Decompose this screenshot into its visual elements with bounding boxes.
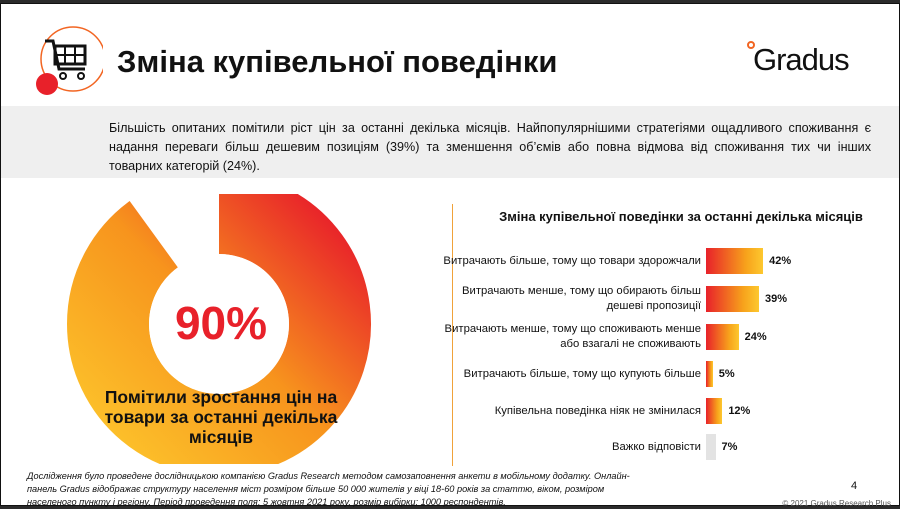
bar [706,286,760,312]
slide: Зміна купівельної поведінки Gradus Більш… [0,3,900,508]
bar [706,361,713,387]
bar-value: 39% [765,293,788,305]
gradus-logo: Gradus [747,41,850,78]
donut-value: 90% [174,297,268,349]
bar-row: Витрачають більше, тому що товари здорож… [441,241,900,281]
bar [706,434,716,460]
copyright: © 2021 Gradus Research Plus [782,499,891,508]
bar-label: Витрачають більше, тому що товари здорож… [443,254,701,267]
summary-text: Більшість опитаних помітили ріст цін за … [1,106,899,178]
bar-row: Витрачають менше, тому що обирають більш… [441,279,900,319]
bar [706,248,764,274]
bar-label: Важко відповісти [611,440,701,453]
bar-row: Важко відповісти 7% [441,427,900,467]
bar [706,324,739,350]
bar-label: Витрачають менше, тому що обирають більш… [461,285,701,312]
bar-row: Витрачають більше, тому що купують більш… [441,354,900,394]
bar-row: Витрачають менше, тому що споживають мен… [441,317,900,357]
donut-chart [67,194,371,464]
bar [706,398,723,424]
chart-title: Зміна купівельної поведінки за останні д… [499,209,863,224]
bar-value: 12% [728,405,751,417]
bar-value: 5% [718,368,735,380]
page-number: 4 [851,480,858,492]
footnote: Дослідження було проведене дослідницькою… [27,471,630,507]
bar-value: 24% [744,331,767,343]
shopping-cart-icon [36,26,103,95]
donut-label: Помітили зростання цін на товари за оста… [104,387,338,447]
donut-arc [67,194,371,464]
bar-label: Витрачають більше, тому що купують більш… [463,367,701,380]
bar-value: 7% [721,441,738,453]
bar-value: 42% [769,255,792,267]
page-title: Зміна купівельної поведінки [117,44,558,79]
divider [452,204,453,466]
bar-label: Витрачають менше, тому що споживають мен… [444,323,701,350]
bar-row: Купівельна поведінка ніяк не змінилася 1… [441,391,900,431]
bar-label: Купівельна поведінка ніяк не змінилася [494,404,701,417]
